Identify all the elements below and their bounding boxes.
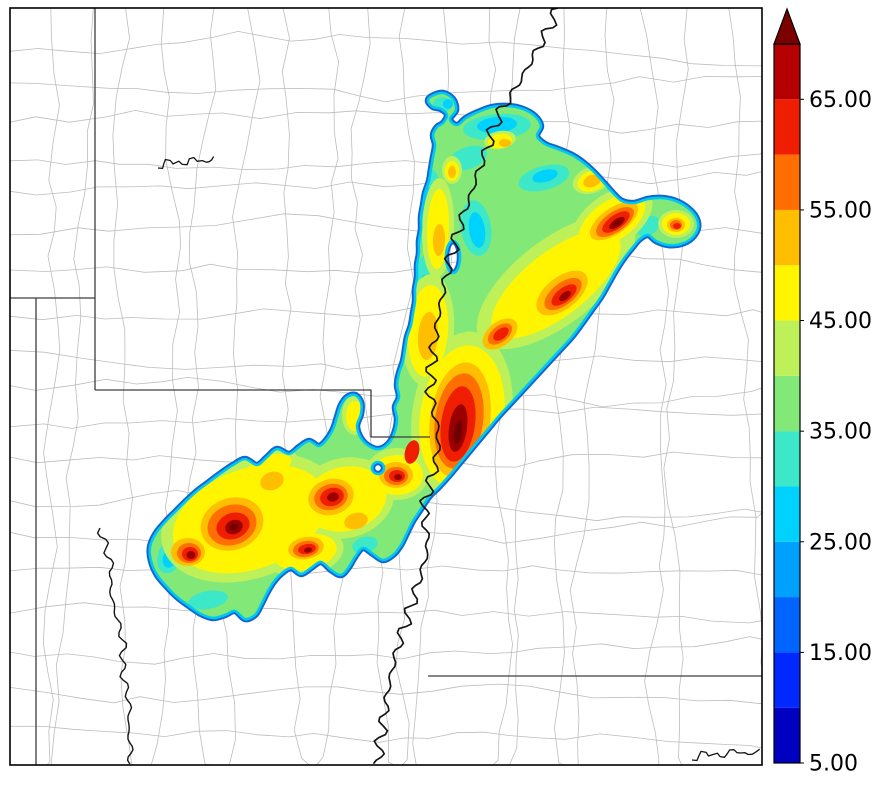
colorbar-segment — [774, 265, 800, 321]
state-boundaries — [10, 8, 762, 765]
colorbar-tick-label: 35.00 — [809, 420, 872, 445]
colorbar-tick-label: 25.00 — [809, 530, 872, 555]
heat-region — [404, 440, 420, 464]
heat-region — [673, 223, 681, 229]
heat-region — [613, 220, 621, 226]
colorbar-tick-label: 5.00 — [809, 752, 858, 777]
county-boundaries — [10, 8, 762, 765]
colorbar-segment — [774, 209, 800, 266]
colorbar-overflow-arrow — [773, 7, 801, 45]
heat-region — [260, 471, 284, 491]
river — [157, 156, 215, 170]
colorbar-tick-label: 15.00 — [809, 641, 872, 666]
colorbar-segment — [774, 99, 800, 155]
heat-region — [443, 99, 453, 109]
heat-region — [448, 166, 456, 178]
heat-region — [188, 590, 228, 610]
heat-region — [499, 139, 511, 147]
colorbar-tick-label: 45.00 — [809, 309, 872, 334]
map-frame — [9, 7, 763, 766]
heat-region — [327, 492, 339, 502]
heat-region — [493, 327, 509, 341]
colorbar: 5.00 15.00 25.00 35.00 45.00 55.00 65.00 — [773, 7, 872, 777]
colorbar-segment — [774, 375, 800, 432]
heat-region — [532, 169, 558, 183]
heat-region — [230, 523, 238, 531]
colorbar-segment — [774, 44, 800, 100]
state-boundary — [95, 389, 430, 438]
map-panel — [10, 8, 762, 765]
colorbar-segment — [774, 652, 800, 708]
heat-region — [468, 212, 486, 248]
river — [372, 8, 559, 765]
heat-region — [583, 174, 601, 188]
heat-region — [186, 551, 196, 559]
colorbar-segment — [774, 597, 800, 653]
colorbar-segment — [774, 431, 800, 487]
colorbar-segment — [774, 154, 800, 210]
heat-regions — [157, 97, 694, 610]
colorbar-segment — [774, 486, 800, 542]
heat-region — [304, 547, 312, 553]
heat-region — [344, 512, 368, 530]
colorbar-segment — [774, 320, 800, 376]
heat-region — [432, 224, 446, 256]
colorbar-frame — [773, 43, 801, 764]
heat-region — [417, 312, 439, 360]
contour-swath — [146, 89, 702, 623]
rivers — [96, 8, 761, 765]
heat-region — [352, 536, 378, 554]
heat-region — [559, 290, 571, 302]
heat-region — [394, 474, 402, 480]
colorbar-tick-label: 65.00 — [809, 88, 872, 113]
river — [96, 527, 134, 765]
river — [691, 748, 761, 762]
colorbar-segment — [774, 707, 800, 763]
heat-region — [453, 420, 463, 444]
colorbar-tick-label: 55.00 — [809, 198, 872, 223]
colorbar-segment — [774, 541, 800, 598]
